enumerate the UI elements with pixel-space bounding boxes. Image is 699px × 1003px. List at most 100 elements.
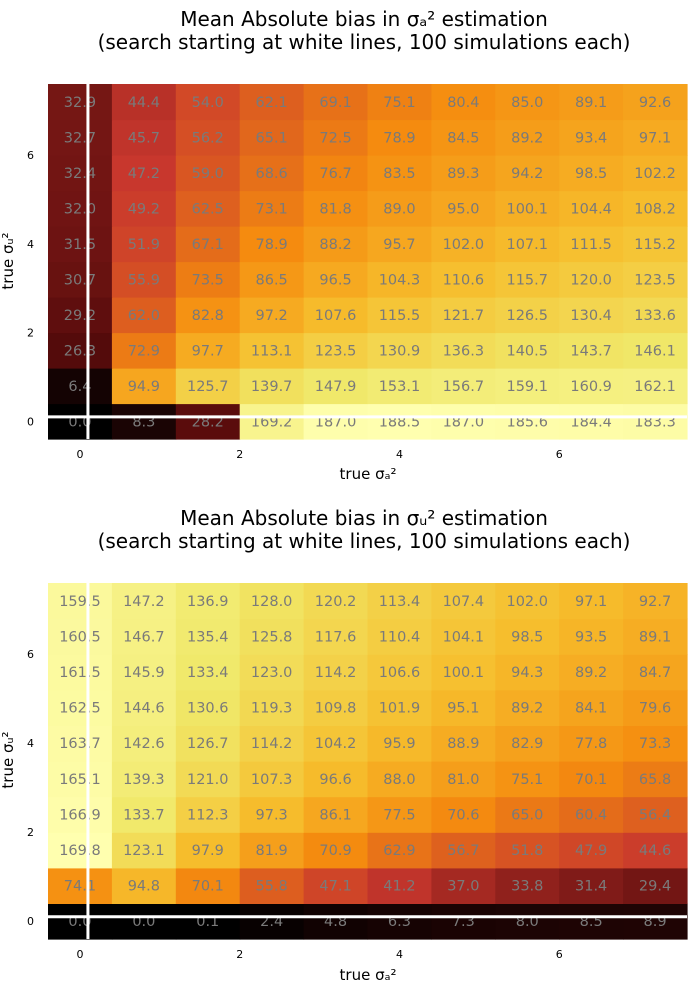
cell-value-label: 30.7: [64, 272, 96, 288]
heatmap-cell: [623, 403, 688, 440]
cell-value-label: 97.9: [192, 843, 224, 859]
cell-value-label: 136.3: [443, 343, 485, 359]
cell-value-label: 29.2: [64, 308, 96, 324]
cell-value-label: 88.2: [319, 237, 351, 253]
cell-value-label: 88.0: [383, 772, 415, 788]
cell-value-label: 113.1: [251, 343, 293, 359]
cell-value-label: 84.7: [639, 665, 671, 681]
cell-value-label: 147.9: [315, 379, 357, 395]
cell-value-label: 62.0: [128, 308, 160, 324]
cell-value-label: 121.0: [187, 772, 229, 788]
heatmap-cell: [303, 725, 369, 762]
heatmap-cell: [559, 654, 624, 691]
x-tick-label: 6: [556, 948, 563, 961]
heatmap-cell: [495, 226, 560, 263]
heatmap-cell: [175, 297, 241, 334]
cell-value-label: 126.7: [187, 736, 229, 752]
heatmap-cell: [495, 84, 560, 121]
cell-value-label: 114.2: [315, 665, 357, 681]
cell-value-label: 70.1: [192, 879, 224, 895]
cell-value-label: 78.9: [383, 130, 415, 146]
heatmap-cell: [111, 84, 177, 121]
heatmap-cell: [559, 368, 624, 405]
heatmap-cell: [495, 119, 560, 156]
heatmap-cell: [239, 903, 305, 940]
heatmap-cell: [431, 689, 496, 726]
cell-value-label: 102.0: [443, 237, 485, 253]
cell-value-label: 140.5: [506, 343, 548, 359]
heatmap-cell: [175, 654, 241, 691]
cell-value-label: 45.7: [128, 130, 160, 146]
heatmap-cell: [175, 618, 241, 655]
heatmap-cell: [495, 261, 560, 298]
heatmap-cell: [239, 832, 305, 869]
heatmap-cell: [303, 796, 369, 833]
cell-value-label: 67.1: [192, 237, 224, 253]
heatmap-cell: [111, 689, 177, 726]
heatmap-cell: [559, 403, 624, 440]
cell-value-label: 147.2: [123, 594, 165, 610]
cell-value-label: 111.5: [570, 237, 612, 253]
start-lines-1: [48, 84, 687, 439]
cell-value-label: 32.4: [64, 166, 96, 182]
heatmap-cell: [175, 725, 241, 762]
heatmap-cell: [623, 297, 688, 334]
heatmap-cell: [623, 832, 688, 869]
heatmap-cell: [431, 332, 496, 369]
cell-value-label: 70.1: [575, 772, 607, 788]
heatmap-cell: [431, 155, 496, 192]
cell-value-label: 32.7: [64, 130, 96, 146]
heatmap-cell: [431, 84, 496, 121]
cell-value-label: 51.8: [511, 843, 543, 859]
cell-value-label: 97.1: [639, 130, 671, 146]
chart-title-2-line2: (search starting at white lines, 100 sim…: [98, 529, 631, 553]
heatmap-cell: [303, 119, 369, 156]
cell-value-label: 68.6: [256, 166, 288, 182]
cell-value-label: 89.2: [511, 130, 543, 146]
cell-value-label: 65.1: [256, 130, 288, 146]
heatmap-cell: [48, 119, 113, 156]
y-axis-ticks-1: 0 2 4 6: [27, 149, 34, 428]
heatmap-cell: [239, 725, 305, 762]
cell-value-label: 82.8: [192, 308, 224, 324]
cell-value-label: 130.4: [570, 308, 612, 324]
heatmap-cell: [367, 903, 432, 940]
heatmap-cell: [303, 403, 369, 440]
heatmap-cell: [367, 226, 432, 263]
cell-value-label: 161.5: [59, 665, 101, 681]
cell-value-label: 133.4: [187, 665, 229, 681]
heatmap-cell: [623, 654, 688, 691]
heatmap-cell: [367, 368, 432, 405]
cell-value-label: 98.5: [575, 166, 607, 182]
cell-value-label: 47.9: [575, 843, 607, 859]
cell-value-label: 109.8: [315, 701, 357, 717]
cell-value-label: 81.8: [319, 201, 351, 217]
cell-value-label: 163.7: [59, 736, 101, 752]
heatmap-cell: [495, 867, 560, 904]
heatmap-cell: [559, 84, 624, 121]
heatmap-cell: [623, 796, 688, 833]
cell-value-label: 104.2: [315, 736, 357, 752]
cell-value-label: 128.0: [251, 594, 293, 610]
cell-value-label: 117.6: [315, 629, 357, 645]
cell-value-label: 98.5: [511, 629, 543, 645]
heatmap-cell: [175, 796, 241, 833]
cell-value-label: 31.5: [64, 237, 96, 253]
heatmap-cell: [367, 403, 432, 440]
heatmap-cell: [559, 689, 624, 726]
cell-value-label: 92.7: [639, 594, 671, 610]
heatmap-cell: [623, 903, 688, 940]
heatmap-cell: [111, 867, 177, 904]
y-axis-label-1: true σᵤ²: [0, 232, 17, 289]
x-axis-label-1: true σₐ²: [340, 465, 397, 483]
cell-value-label: 95.7: [383, 237, 415, 253]
heatmap-cell: [367, 261, 432, 298]
heatmap-cell: [48, 761, 113, 798]
heatmap-cell: [48, 155, 113, 192]
x-tick-label: 0: [76, 448, 83, 461]
heatmap-cell: [175, 761, 241, 798]
heatmap-cell: [239, 332, 305, 369]
cell-value-label: 69.1: [319, 95, 351, 111]
cell-value-label: 77.5: [383, 807, 415, 823]
cell-value-label: 108.2: [634, 201, 676, 217]
